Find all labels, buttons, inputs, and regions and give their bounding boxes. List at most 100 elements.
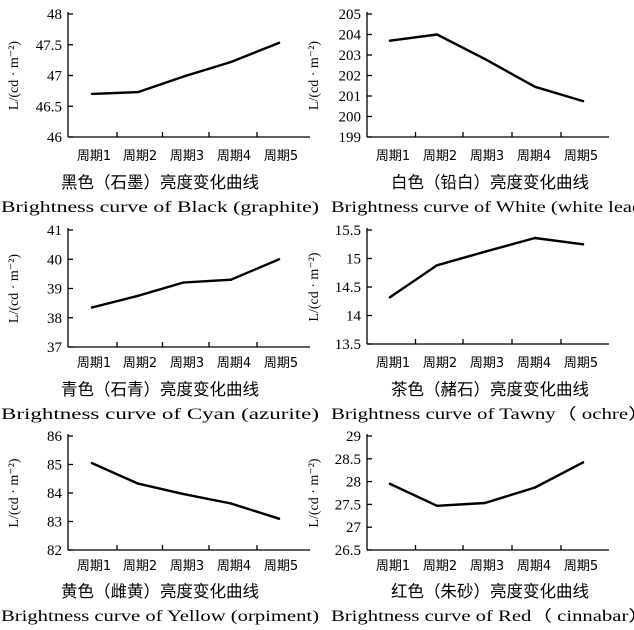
- x-tick-label: 周期4: [217, 559, 251, 574]
- x-tick-label: 周期1: [376, 356, 410, 371]
- data-point: [90, 306, 94, 309]
- y-tick-label: 29: [346, 429, 361, 445]
- chart-5: 82 83 84 85 86 周期1 周期2 周期3 周期4 周期5 L/(cd · m⁻²) 黄色（…: [1, 429, 319, 625]
- y-tick-label: 37: [47, 340, 63, 356]
- x-tick-label: 周期1: [77, 559, 111, 574]
- caption-cn: 红色（朱砂）亮度变化曲线: [391, 582, 589, 601]
- x-tick-label: 周期4: [517, 559, 551, 574]
- data-point: [181, 281, 185, 284]
- data-point: [181, 75, 185, 78]
- y-tick-label: 15: [346, 252, 361, 268]
- y-tick-label: 13.5: [335, 337, 361, 353]
- data-point: [533, 85, 537, 89]
- y-tick-label: 38: [47, 311, 62, 327]
- data-point: [533, 486, 537, 489]
- data-point: [581, 243, 585, 246]
- data-point: [136, 90, 140, 94]
- x-tick-label: 周期5: [564, 149, 598, 164]
- x-tick-label: 周期4: [217, 356, 251, 371]
- y-tick-label: 205: [339, 7, 362, 23]
- series-line: [90, 41, 281, 96]
- x-tick-label: 周期3: [470, 559, 504, 574]
- y-axis-label: L/(cd · m⁻²): [307, 41, 322, 110]
- x-tick-label: 周期1: [376, 149, 410, 164]
- caption-en: Brightness curve of Tawny（ ochre）: [331, 406, 634, 423]
- caption-cn: 黑色（石墨）亮度变化曲线: [61, 173, 259, 192]
- y-axis-label: L/(cd · m⁻²): [7, 41, 22, 110]
- y-tick-label: 40: [47, 252, 62, 268]
- y-axis-label: L/(cd · m⁻²): [307, 252, 322, 321]
- data-point: [277, 258, 281, 261]
- y-axis-label: L/(cd · m⁻²): [7, 458, 22, 527]
- caption-cn: 白色（铅白）亮度变化曲线: [391, 173, 589, 192]
- data-point: [388, 482, 392, 486]
- y-tick-label: 202: [339, 69, 362, 85]
- x-tick-label: 周期3: [170, 149, 204, 164]
- series-line: [90, 258, 281, 309]
- chart-1: 46 46.5 47 47.5 48 周期1 周期2 周期3 周期4 周期5 L/(cd · m⁻²…: [1, 7, 319, 216]
- data-point: [388, 296, 392, 299]
- y-tick-label: 199: [339, 130, 362, 146]
- y-tick-label: 15.5: [335, 223, 361, 239]
- data-point: [90, 92, 94, 96]
- x-tick-label: 周期5: [264, 559, 298, 574]
- caption-cn: 茶色（赭石）亮度变化曲线: [391, 380, 589, 399]
- y-tick-label: 46.5: [36, 99, 62, 115]
- chart-3: 37 38 39 40 41 周期1 周期2 周期3 周期4 周期5 L/(cd · m⁻²) 青色（…: [1, 223, 319, 423]
- data-point: [435, 33, 439, 36]
- data-point: [136, 294, 140, 297]
- y-tick-label: 85: [47, 458, 62, 474]
- y-tick-label: 84: [47, 486, 63, 502]
- y-tick-label: 27.5: [335, 497, 361, 513]
- y-tick-label: 28: [346, 475, 361, 491]
- series-line: [90, 461, 281, 520]
- y-tick-label: 14.5: [335, 280, 361, 296]
- data-point: [533, 236, 537, 240]
- caption-en: Brightness curve of Red（ cinnabar）: [331, 608, 634, 625]
- caption-cn: 青色（石青）亮度变化曲线: [61, 380, 259, 399]
- x-tick-label: 周期5: [264, 149, 298, 164]
- data-point: [181, 492, 185, 496]
- x-tick-label: 周期2: [423, 559, 457, 574]
- y-tick-label: 83: [47, 515, 62, 531]
- x-tick-label: 周期1: [376, 559, 410, 574]
- data-point: [90, 461, 94, 465]
- x-tick-label: 周期3: [470, 356, 504, 371]
- x-tick-label: 周期3: [170, 559, 204, 574]
- data-point: [581, 461, 585, 464]
- chart-2: 199 200 201 202 203 204 205 周期1 周期2 周期3 周期4 周期5 L/(c…: [307, 7, 634, 216]
- data-point: [581, 99, 585, 103]
- x-tick-label: 周期2: [123, 149, 157, 164]
- data-point: [483, 250, 487, 253]
- y-tick-label: 28.5: [335, 452, 361, 468]
- data-point: [229, 60, 233, 64]
- y-tick-label: 14: [346, 309, 362, 325]
- series-line: [388, 461, 585, 507]
- y-tick-label: 46: [47, 130, 63, 146]
- chart-4: 13.5 14 14.5 15 15.5 周期1 周期2 周期3 周期4 周期5 L/(cd · m…: [307, 223, 634, 423]
- x-tick-label: 周期5: [264, 356, 298, 371]
- caption-cn: 黄色（雌黄）亮度变化曲线: [61, 582, 259, 601]
- y-tick-label: 82: [47, 543, 62, 559]
- caption-en: Brightness curve of Yellow (orpiment): [1, 608, 319, 625]
- y-tick-label: 41: [47, 223, 62, 239]
- y-tick-label: 86: [47, 429, 63, 445]
- caption-en: Brightness curve of Cyan (azurite): [1, 406, 319, 423]
- data-point: [388, 39, 392, 42]
- y-tick-label: 27: [346, 520, 362, 536]
- x-tick-label: 周期1: [77, 149, 111, 164]
- data-point: [136, 482, 140, 485]
- caption-en: Brightness curve of Black (graphite): [1, 199, 319, 216]
- series-line: [388, 236, 585, 299]
- x-tick-label: 周期3: [470, 149, 504, 164]
- x-tick-label: 周期5: [564, 559, 598, 574]
- x-tick-label: 周期5: [564, 356, 598, 371]
- data-point: [229, 502, 233, 505]
- x-tick-label: 周期4: [517, 356, 551, 371]
- series-line: [388, 33, 585, 103]
- y-tick-label: 201: [339, 89, 362, 105]
- x-tick-label: 周期4: [217, 149, 251, 164]
- y-tick-label: 48: [47, 7, 62, 23]
- caption-en: Brightness curve of White (white lead): [331, 199, 634, 216]
